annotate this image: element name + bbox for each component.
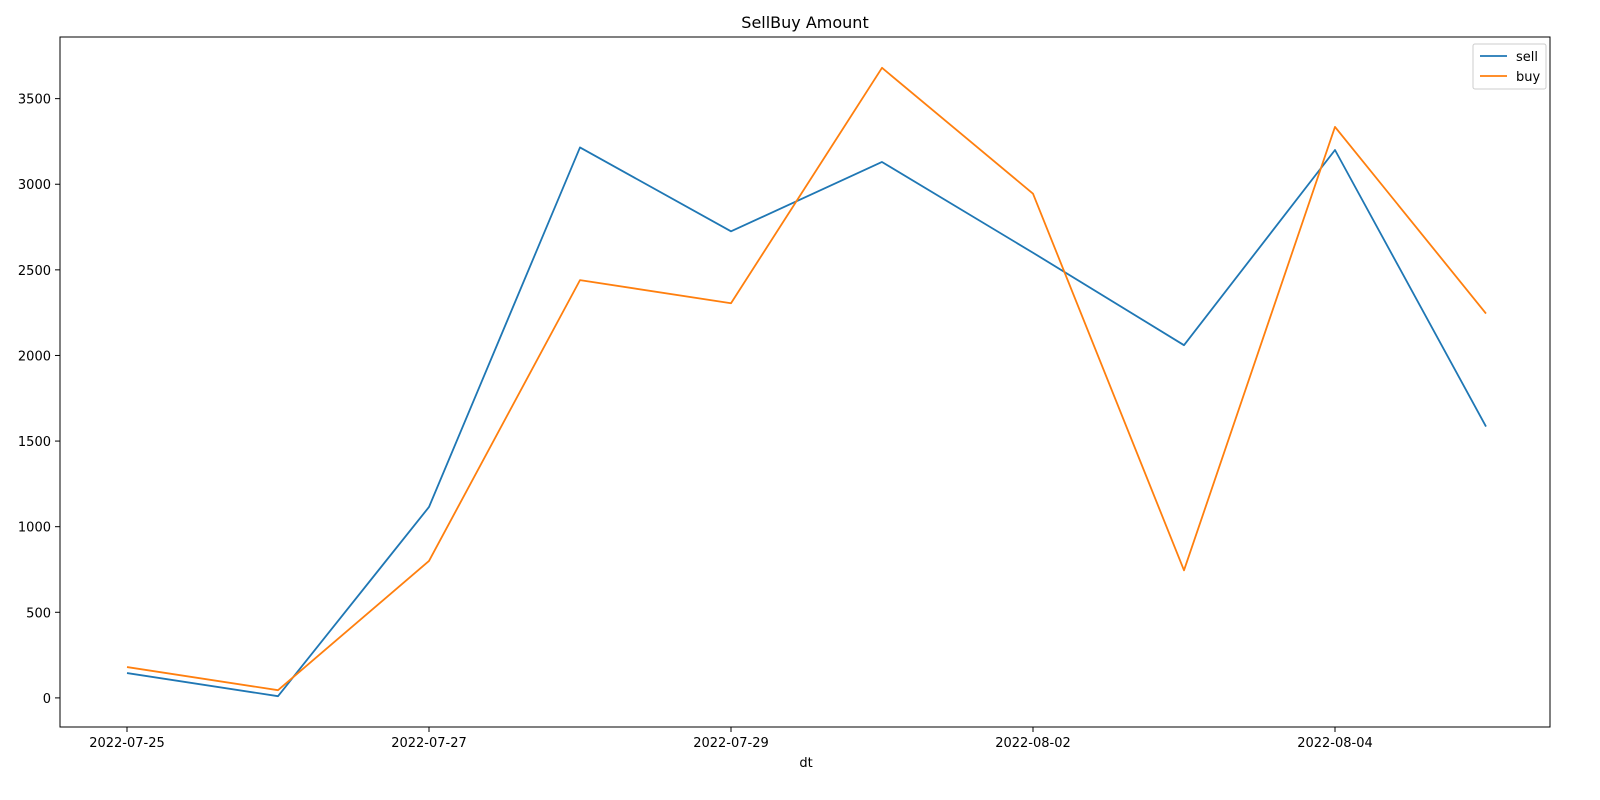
series-lines — [126, 66, 1487, 698]
x-tick-label: 2022-07-25 — [89, 736, 165, 751]
x-tick-label: 2022-08-02 — [995, 736, 1071, 751]
y-tick-label: 2500 — [18, 264, 51, 279]
chart-title: SellBuy Amount — [741, 13, 868, 32]
legend-label-buy: buy — [1516, 70, 1540, 85]
y-tick-label: 2000 — [18, 349, 51, 364]
y-tick-label: 500 — [26, 606, 51, 621]
plot-area-frame — [59, 36, 1551, 728]
y-tick-label: 3500 — [18, 93, 51, 108]
y-tick-label: 3000 — [18, 178, 51, 193]
x-axis-label: dt — [799, 756, 812, 771]
legend-label-sell: sell — [1516, 50, 1538, 65]
series-line-buy — [126, 66, 1487, 692]
x-tick-label: 2022-08-04 — [1297, 736, 1373, 751]
y-axis: 0 500 1000 1500 2000 2500 3000 3500 — [18, 93, 60, 707]
x-tick-label: 2022-07-29 — [693, 736, 769, 751]
x-tick-label: 2022-07-27 — [391, 736, 467, 751]
y-tick-label: 1000 — [18, 521, 51, 536]
y-tick-label: 0 — [43, 692, 51, 707]
series-line-sell — [126, 146, 1487, 698]
x-axis: 2022-07-25 2022-07-27 2022-07-29 2022-08-02… — [89, 727, 1373, 751]
y-tick-label: 1500 — [18, 435, 51, 450]
legend: sell buy — [1472, 43, 1547, 90]
